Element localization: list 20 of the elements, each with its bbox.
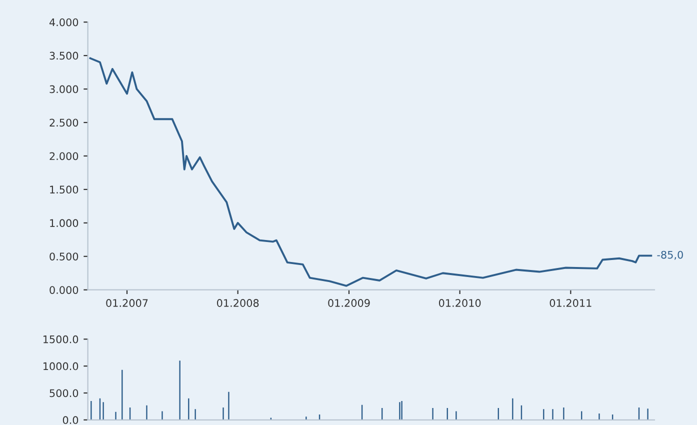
x-tick-label: 01.2011 <box>550 299 592 307</box>
y-tick-label: 1500.0 <box>43 335 78 344</box>
y-tick-label: 3.000 <box>50 85 78 94</box>
x-tick-label: 01.2010 <box>438 299 481 307</box>
y-tick-label: 1.000 <box>50 219 78 228</box>
y-tick-label: 3.500 <box>50 52 78 60</box>
y-tick-label: 0.500 <box>50 252 78 260</box>
x-tick-label: 01.2007 <box>106 299 148 307</box>
y-tick-label: 2.000 <box>50 152 78 160</box>
y-tick-label: 0.000 <box>50 286 78 294</box>
y-tick-label: 4.000 <box>49 18 78 26</box>
annotation: -85,0 <box>657 250 683 260</box>
x-tick-label: 01.2008 <box>216 299 259 307</box>
y-tick-label: 0.0 <box>62 416 78 424</box>
y-tick-label: 500.0 <box>50 389 78 398</box>
x-tick-label: 01.2009 <box>328 299 370 307</box>
y-tick-label: 1000.0 <box>43 362 78 370</box>
y-tick-label: 1.500 <box>50 186 78 194</box>
y-tick-label: 2.500 <box>50 118 78 127</box>
line-series <box>89 57 652 287</box>
